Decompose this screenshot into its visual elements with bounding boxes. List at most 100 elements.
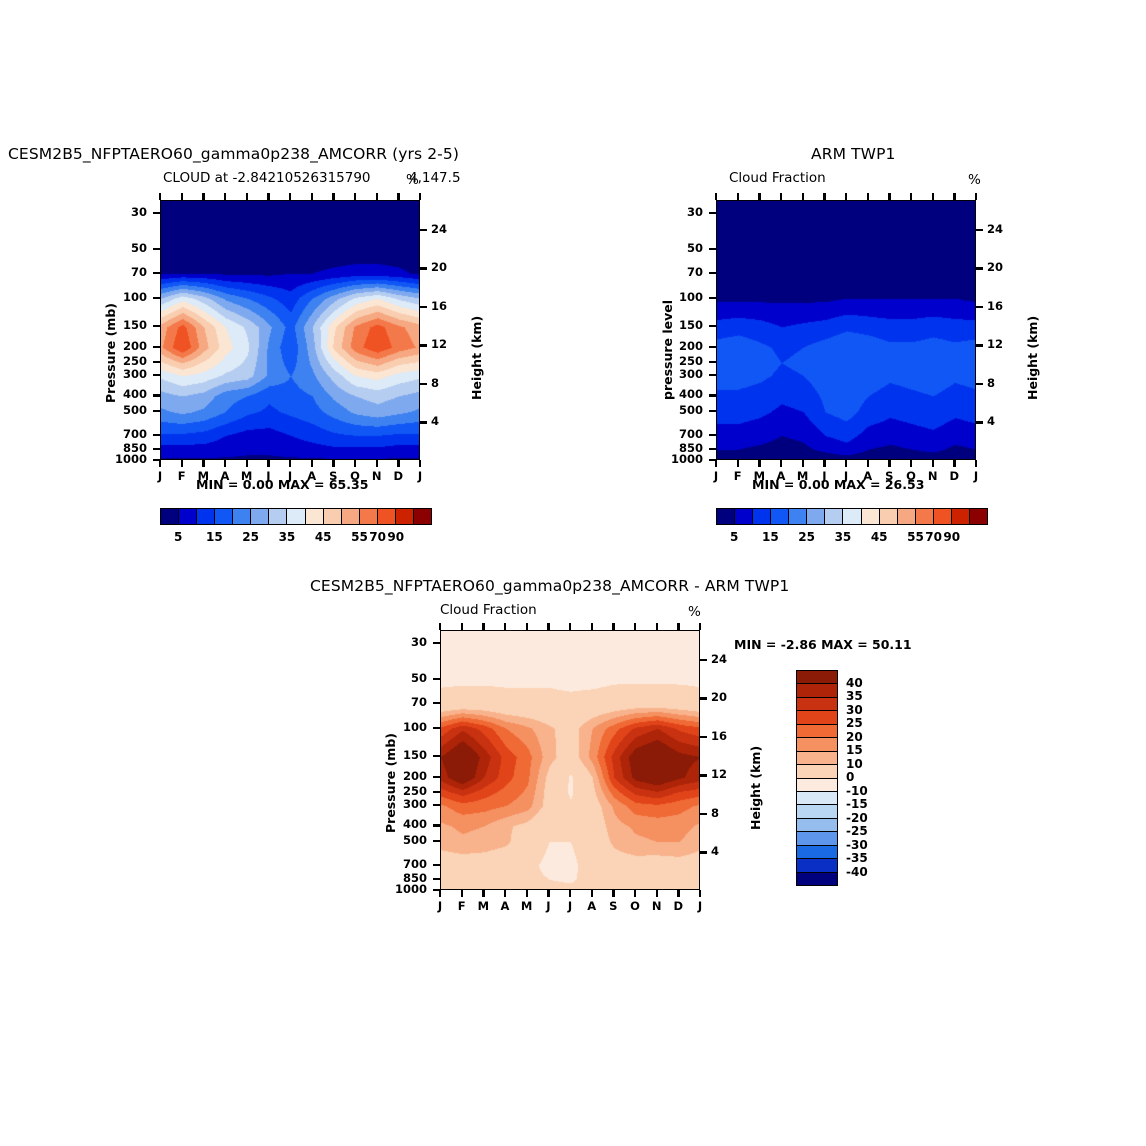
axis-tick — [823, 460, 826, 467]
axis-tick — [801, 460, 804, 467]
pressure-tick-label: 50 — [130, 240, 147, 255]
model-panel-subtitle-left: CLOUD at -2.84210526315790 — [163, 170, 371, 186]
axis-tick — [612, 890, 615, 897]
colorbar-cell — [359, 509, 378, 524]
colorbar-tick-label: 45 — [314, 530, 332, 544]
axis-tick — [736, 193, 739, 200]
colorbar-cell — [843, 509, 862, 524]
obs-panel-title: ARM TWP1 — [811, 145, 896, 163]
axis-tick — [888, 193, 891, 200]
axis-tick — [420, 382, 427, 386]
pressure-tick-label: 100 — [402, 719, 427, 734]
axis-tick — [433, 791, 440, 794]
pressure-tick-label: 850 — [678, 440, 703, 455]
axis-tick — [709, 271, 716, 274]
axis-tick — [709, 345, 716, 348]
colorbar-cell — [179, 509, 198, 524]
pressure-tick-label: 1000 — [114, 452, 147, 466]
diff-plot-area — [440, 630, 700, 890]
axis-tick — [153, 374, 160, 377]
pressure-tick-label: 1000 — [394, 882, 427, 896]
axis-tick — [709, 296, 716, 299]
pressure-tick-label: 700 — [402, 856, 427, 871]
axis-tick — [433, 677, 440, 681]
colorbar-cell — [797, 711, 837, 725]
pressure-tick-label: 300 — [122, 367, 147, 382]
axis-tick — [420, 228, 427, 231]
axis-tick — [159, 460, 162, 467]
axis-tick — [888, 460, 891, 467]
model-panel-units-label: % — [406, 172, 419, 188]
month-tick-label: S — [329, 469, 338, 483]
month-tick-label: J — [417, 469, 423, 483]
colorbar-tick-label: -10 — [846, 783, 868, 798]
colorbar-cell — [251, 509, 270, 524]
axis-tick — [758, 193, 761, 200]
axis-tick — [845, 193, 848, 200]
pressure-tick-label: 400 — [402, 817, 427, 832]
axis-tick — [910, 460, 913, 467]
colorbar-cell — [797, 818, 837, 833]
month-tick-label: F — [177, 469, 186, 483]
colorbar-tick-label: 35 — [846, 689, 863, 703]
axis-tick — [420, 344, 427, 347]
colorbar-cell — [897, 509, 916, 524]
axis-tick — [634, 890, 637, 897]
axis-tick — [224, 193, 227, 200]
pressure-tick-label: 250 — [402, 784, 427, 799]
axis-tick — [547, 890, 550, 897]
colorbar-cell — [797, 724, 837, 739]
axis-tick — [433, 863, 440, 867]
colorbar-cell — [797, 751, 837, 766]
month-tick-label: J — [713, 469, 719, 483]
pressure-tick-label: 70 — [130, 264, 147, 279]
axis-tick — [547, 623, 550, 630]
axis-tick — [202, 460, 205, 467]
axis-tick — [439, 623, 442, 630]
axis-tick — [202, 193, 205, 200]
colorbar-cell — [753, 509, 772, 524]
month-tick-label: J — [697, 899, 703, 913]
month-tick-label: M — [477, 899, 490, 913]
axis-tick — [224, 460, 227, 467]
axis-tick — [433, 889, 440, 892]
colorbar-cell — [969, 509, 987, 524]
axis-tick — [655, 890, 658, 897]
axis-tick — [375, 193, 378, 200]
month-tick-label: M — [796, 469, 809, 483]
month-tick-label: O — [630, 899, 640, 913]
month-tick-label: J — [437, 899, 443, 913]
axis-tick — [310, 460, 313, 467]
pressure-tick-label: 250 — [122, 354, 147, 369]
colorbar-tick-label: 45 — [870, 530, 888, 544]
colorbar-tick-label: -35 — [846, 851, 868, 865]
obs-ylabel-height: Height (km) — [1025, 315, 1040, 400]
axis-tick — [433, 824, 440, 827]
colorbar-cell — [161, 509, 180, 524]
axis-tick — [153, 345, 160, 348]
axis-tick — [976, 382, 983, 386]
axis-tick — [525, 623, 528, 630]
pressure-tick-label: 500 — [678, 403, 703, 418]
colorbar-tick-label: 35 — [834, 530, 852, 544]
month-tick-label: J — [157, 469, 163, 483]
axis-tick — [375, 460, 378, 467]
diff-minmax-text: MIN = -2.86 MAX = 50.11 — [734, 637, 912, 652]
colorbar-tick-label: 25 — [242, 530, 260, 544]
height-tick-label: 8 — [987, 375, 996, 390]
axis-tick — [709, 374, 716, 377]
colorbar-cell — [933, 509, 952, 524]
axis-tick — [433, 840, 440, 843]
pressure-tick-label: 300 — [402, 797, 427, 812]
axis-tick — [153, 211, 160, 215]
month-tick-label: D — [673, 899, 684, 913]
axis-tick — [433, 877, 440, 880]
colorbar-tick-label: 35 — [278, 530, 296, 544]
colorbar-cell — [807, 509, 826, 524]
month-tick-label: A — [863, 469, 873, 483]
pressure-tick-label: 200 — [402, 768, 427, 783]
axis-tick — [709, 410, 716, 413]
axis-tick — [482, 623, 485, 630]
colorbar-cell — [797, 778, 837, 792]
colorbar-tick-label: -25 — [846, 824, 868, 838]
